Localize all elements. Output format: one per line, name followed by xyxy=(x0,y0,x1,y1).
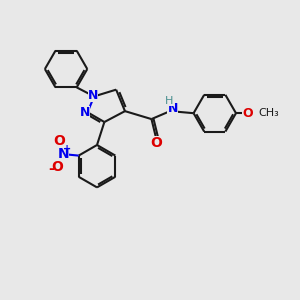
Text: N: N xyxy=(167,102,178,115)
Text: O: O xyxy=(151,136,162,150)
Text: N: N xyxy=(58,147,69,161)
Text: O: O xyxy=(242,107,253,120)
Text: O: O xyxy=(52,160,63,174)
Text: O: O xyxy=(53,134,65,148)
Text: +: + xyxy=(63,144,71,154)
Text: H: H xyxy=(165,96,174,106)
Text: CH₃: CH₃ xyxy=(259,108,279,118)
Text: -: - xyxy=(49,162,54,176)
Text: N: N xyxy=(80,106,90,119)
Text: N: N xyxy=(88,89,98,102)
